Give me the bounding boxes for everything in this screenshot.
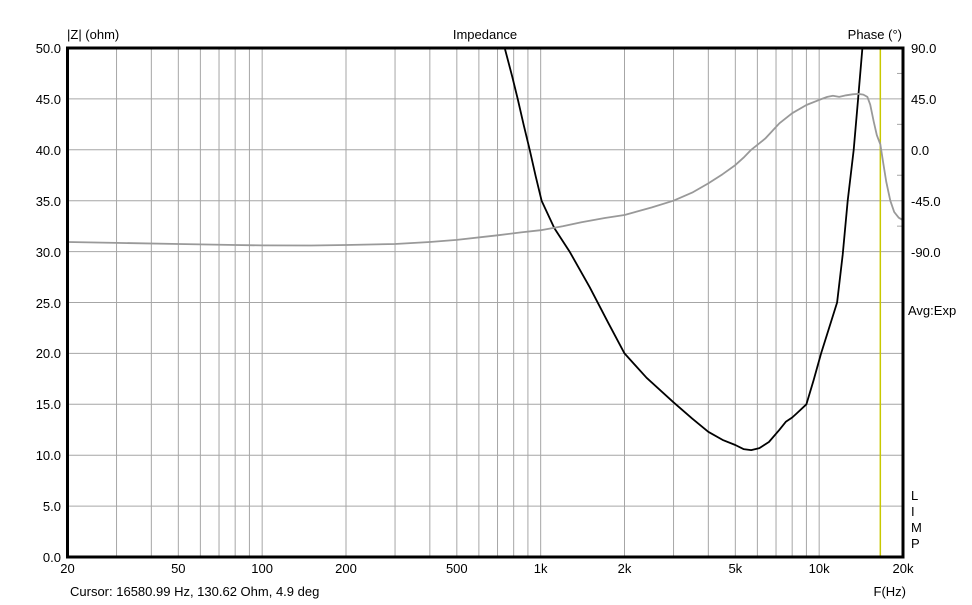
x-axis-tick-label: 20 — [60, 561, 75, 576]
impedance-curve — [503, 48, 864, 452]
x-axis-title: F(Hz) — [873, 584, 907, 599]
limp-letter: M — [911, 520, 922, 535]
x-axis-tick-label: 500 — [445, 561, 468, 576]
x-axis-tick-label: 20k — [892, 561, 914, 576]
left-axis-title: |Z| (ohm) — [67, 27, 120, 42]
x-axis-tick-label: 200 — [335, 561, 357, 576]
y-axis-tick-label: 50.0 — [35, 41, 61, 56]
limp-letter: L — [911, 488, 919, 503]
y-axis-tick-label: 0.0 — [42, 550, 61, 565]
y-axis-tick-label: 15.0 — [35, 397, 61, 413]
y-axis-tick-label: 20.0 — [35, 346, 61, 362]
cursor-readout: Cursor: 16580.99 Hz, 130.62 Ohm, 4.9 deg — [70, 584, 320, 599]
y-axis-tick-label: 45.0 — [35, 91, 61, 107]
right-axis-title: Phase (°) — [847, 27, 902, 42]
y-axis-tick-label: 35.0 — [35, 193, 61, 209]
y-axis-tick-label: 30.0 — [35, 244, 61, 260]
chart-title: Impedance — [452, 27, 518, 42]
phase-axis-tick-label: -90.0 — [911, 244, 941, 260]
limp-letter: I — [911, 504, 915, 519]
x-axis-tick-label: 10k — [808, 561, 830, 576]
averaging-mode-label: Avg:Exp — [908, 303, 957, 318]
phase-axis-tick-label: 90.0 — [911, 41, 937, 56]
x-axis-tick-label: 1k — [533, 561, 548, 576]
x-axis-tick-label: 50 — [171, 561, 186, 576]
plot-frame — [66, 46, 905, 559]
y-axis-tick-label: 5.0 — [42, 499, 61, 515]
phase-curve — [67, 93, 903, 247]
phase-axis-tick-label: 0.0 — [911, 142, 930, 158]
limp-letter: P — [911, 536, 920, 551]
x-axis-tick-label: 100 — [251, 561, 273, 576]
x-axis-tick-label: 2k — [617, 561, 632, 576]
y-axis-tick-label: 40.0 — [35, 142, 61, 158]
phase-axis-tick-label: -45.0 — [911, 193, 941, 209]
phase-axis-tick-label: 45.0 — [911, 91, 937, 107]
grid — [67, 48, 903, 557]
y-axis-tick-label: 25.0 — [35, 295, 61, 311]
x-axis-tick-label: 5k — [728, 561, 743, 576]
y-axis-tick-label: 10.0 — [35, 448, 61, 464]
